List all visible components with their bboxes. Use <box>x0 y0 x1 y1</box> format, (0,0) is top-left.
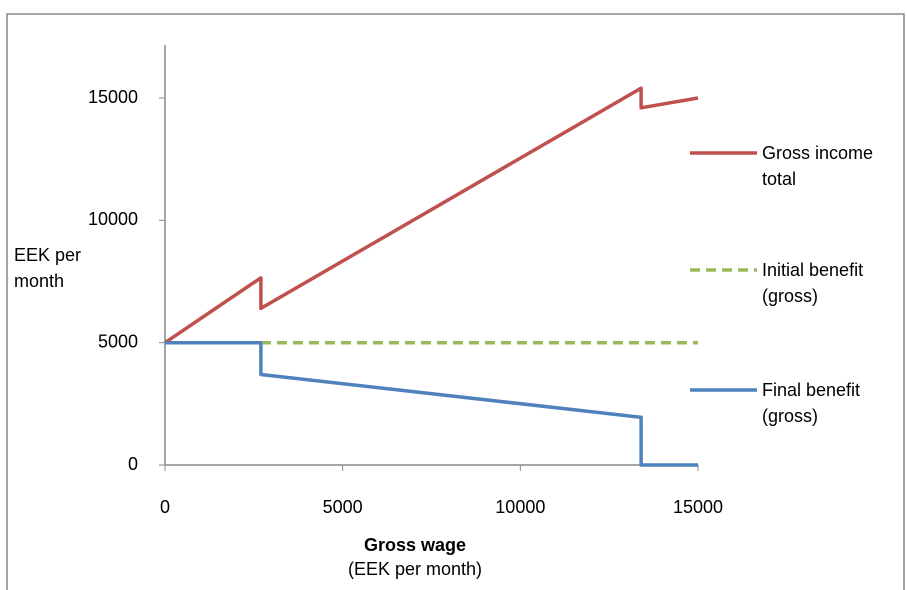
x-tick-label: 5000 <box>323 497 363 517</box>
chart-frame <box>6 13 905 590</box>
legend-label: Final benefit (gross) <box>762 380 861 426</box>
series-line <box>165 340 698 467</box>
y-tick-label: 5000 <box>98 331 138 351</box>
x-tick-label: 10000 <box>495 497 545 517</box>
x-tick-label: 0 <box>160 497 170 517</box>
x-axis-label: Gross wage <box>363 535 467 555</box>
x-tick-label: 15000 <box>673 497 723 517</box>
legend-label: Initial benefit (gross) <box>762 260 864 306</box>
x-axis-units: (EEK per month) <box>347 559 483 579</box>
y-tick-label: 0 <box>128 454 138 474</box>
y-tick-label: 10000 <box>88 209 138 229</box>
series-line <box>164 86 699 345</box>
y-tick-label: 15000 <box>88 87 138 107</box>
legend-label: Gross income total <box>762 143 874 189</box>
y-axis-label: EEK per month <box>14 245 82 291</box>
